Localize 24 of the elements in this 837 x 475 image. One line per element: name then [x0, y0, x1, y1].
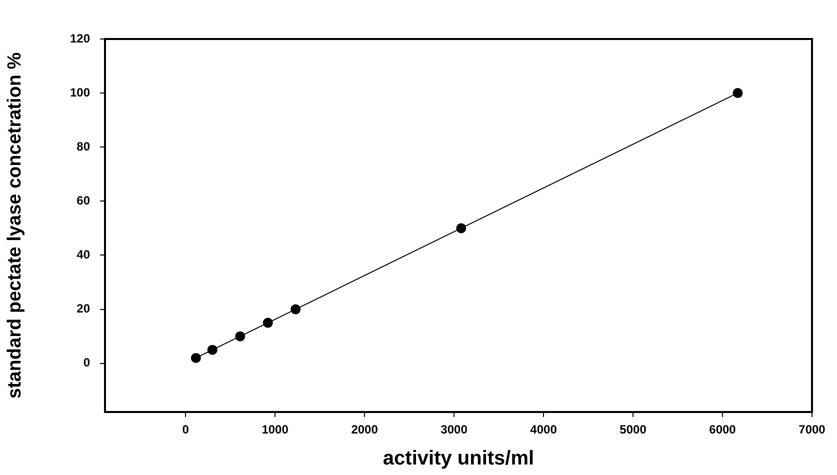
x-tick-label: 3000 [440, 422, 468, 437]
y-axis-title: standard pectate lyase concetration % [4, 52, 26, 399]
point [207, 344, 218, 355]
point [235, 331, 246, 342]
y-tick-label: 20 [76, 302, 90, 316]
y-tick-label: 100 [70, 85, 90, 100]
x-tick-label: 1000 [262, 422, 289, 437]
x-tick-label: 4000 [530, 422, 558, 437]
point [732, 88, 743, 98]
point [190, 352, 201, 363]
y-tick-label: 40 [76, 248, 90, 262]
y-tick-label: 120 [70, 31, 90, 46]
y-tick-label: 80 [76, 139, 90, 154]
y-tick-label: 60 [76, 193, 90, 208]
point [456, 223, 466, 234]
x-tick-label: 6000 [709, 422, 736, 437]
x-tick-label: 5000 [620, 422, 647, 437]
x-tick-label: 0 [182, 422, 190, 437]
point [290, 304, 301, 314]
x-tick-label: 7000 [798, 422, 826, 437]
point [262, 318, 273, 328]
x-tick-label: 2000 [351, 422, 378, 437]
x-axis-title: activity units/ml [382, 448, 534, 470]
y-tick-label: 0 [83, 356, 90, 370]
